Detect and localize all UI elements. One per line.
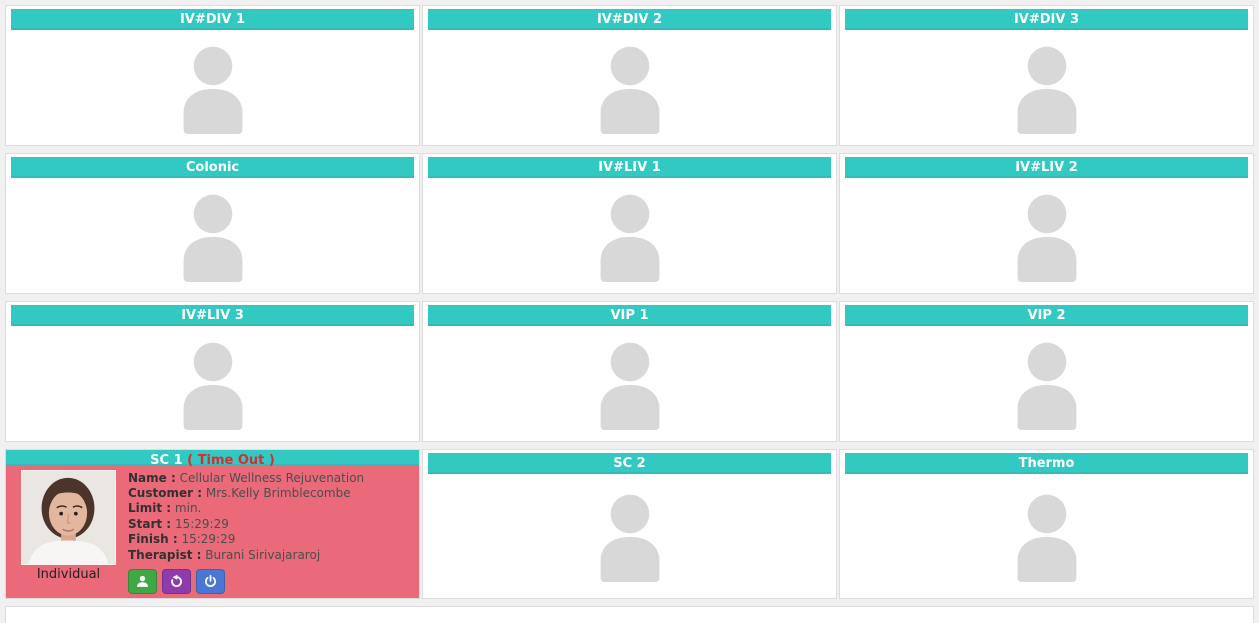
person-silhouette-icon (183, 342, 242, 430)
room-body (423, 326, 836, 441)
power-button[interactable] (196, 569, 225, 594)
customer-portrait (22, 470, 115, 564)
room-name: VIP 1 (610, 308, 649, 323)
room-header: IV#LIV 3 (11, 305, 414, 326)
session-field-start: Start : 15:29:29 (128, 516, 229, 531)
room-body (6, 178, 419, 293)
room-name: IV#LIV 1 (598, 160, 661, 175)
power-icon (205, 575, 216, 587)
room-card-ivdiv-1[interactable]: IV#DIV 1 (5, 5, 420, 146)
room-name: SC 1 (150, 453, 183, 466)
room-body (6, 30, 419, 145)
room-name: IV#DIV 2 (596, 12, 663, 27)
room-name: VIP 2 (1027, 308, 1066, 323)
session-info: Name : Cellular Wellness Rejuvenation Cu… (128, 470, 411, 594)
undo-button[interactable] (162, 569, 191, 594)
session-details: Individual Name : Cellular Wellness Reju… (6, 465, 419, 598)
room-header: Colonic (11, 157, 414, 178)
room-body (423, 30, 836, 145)
room-row-4: SC 1 ( Time Out ) (5, 449, 1254, 599)
room-header: IV#LIV 2 (845, 157, 1248, 178)
room-header: IV#LIV 1 (428, 157, 831, 178)
person-silhouette-icon (1017, 494, 1076, 582)
room-header: IV#DIV 1 (11, 9, 414, 30)
person-silhouette-icon (600, 494, 659, 582)
room-name: IV#LIV 2 (1015, 160, 1078, 175)
session-field-customer: Customer : Mrs.Kelly Brimblecombe (128, 485, 351, 500)
room-body (840, 474, 1253, 598)
room-card-ivliv-1[interactable]: IV#LIV 1 (422, 153, 837, 294)
room-body (840, 30, 1253, 145)
room-name: Colonic (185, 160, 240, 175)
room-card-sc2[interactable]: SC 2 (422, 449, 837, 599)
room-name: SC 2 (613, 456, 646, 471)
room-body (6, 326, 419, 441)
person-silhouette-icon (600, 46, 659, 134)
room-header: IV#DIV 3 (845, 9, 1248, 30)
person-silhouette-icon (1017, 194, 1076, 282)
room-header: SC 1 ( Time Out ) (6, 450, 419, 466)
room-header: SC 2 (428, 453, 831, 474)
customer-photo (21, 469, 116, 565)
room-card-vip-1[interactable]: VIP 1 (422, 301, 837, 442)
room-name: Thermo (1018, 456, 1075, 471)
customer-column: Individual (20, 469, 117, 594)
room-header: Thermo (845, 453, 1248, 474)
room-body (840, 178, 1253, 293)
timeout-status: ( Time Out ) (187, 453, 275, 466)
room-card-sc1[interactable]: SC 1 ( Time Out ) (5, 449, 420, 599)
customer-type-label: Individual (36, 566, 101, 582)
room-header: IV#DIV 2 (428, 9, 831, 30)
session-actions (128, 569, 411, 594)
session-field-limit: Limit : min. (128, 501, 202, 516)
person-silhouette-icon (600, 342, 659, 430)
session-field-therapist: Therapist : Burani Sirivajararoj (128, 547, 321, 562)
room-body (840, 326, 1253, 441)
person-silhouette-icon (1017, 342, 1076, 430)
session-field-finish: Finish : 15:29:29 (128, 532, 236, 547)
room-row-3: IV#LIV 3 VIP 1 VIP 2 (5, 301, 1254, 442)
room-name: IV#DIV 1 (179, 12, 246, 27)
room-name: IV#LIV 3 (181, 308, 244, 323)
room-card-ivdiv-3[interactable]: IV#DIV 3 (839, 5, 1254, 146)
room-header: VIP 1 (428, 305, 831, 326)
room-card-ivliv-3[interactable]: IV#LIV 3 (5, 301, 420, 442)
undo-icon (171, 574, 182, 588)
room-row-2: Colonic IV#LIV 1 IV#LIV 2 (5, 153, 1254, 294)
person-silhouette-icon (600, 194, 659, 282)
person-silhouette-icon (183, 194, 242, 282)
room-card-colonic[interactable]: Colonic (5, 153, 420, 294)
room-card-vip-2[interactable]: VIP 2 (839, 301, 1254, 442)
customer-button[interactable] (128, 569, 157, 594)
room-card-ivdiv-2[interactable]: IV#DIV 2 (422, 5, 837, 146)
room-body (423, 474, 836, 598)
next-row-partial (5, 606, 1254, 623)
room-body (423, 178, 836, 293)
person-silhouette-icon (183, 46, 242, 134)
room-row-1: IV#DIV 1 IV#DIV 2 IV#DIV 3 (5, 5, 1254, 146)
room-card-ivliv-2[interactable]: IV#LIV 2 (839, 153, 1254, 294)
room-header: VIP 2 (845, 305, 1248, 326)
person-silhouette-icon (1017, 46, 1076, 134)
session-field-name: Name : Cellular Wellness Rejuvenation (128, 470, 365, 485)
room-card-thermo[interactable]: Thermo (839, 449, 1254, 599)
room-name: IV#DIV 3 (1013, 12, 1080, 27)
customer-icon (137, 575, 148, 587)
